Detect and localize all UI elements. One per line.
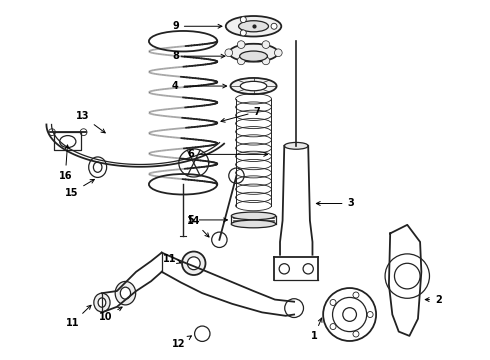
Circle shape bbox=[237, 41, 245, 49]
Ellipse shape bbox=[284, 143, 308, 149]
Circle shape bbox=[303, 264, 313, 274]
Circle shape bbox=[237, 57, 245, 65]
Text: 11: 11 bbox=[163, 254, 181, 264]
Text: 5: 5 bbox=[187, 215, 227, 225]
Ellipse shape bbox=[231, 212, 276, 220]
Ellipse shape bbox=[230, 78, 276, 94]
Text: 11: 11 bbox=[66, 305, 91, 328]
Text: 7: 7 bbox=[221, 107, 260, 122]
Circle shape bbox=[262, 57, 270, 65]
Ellipse shape bbox=[226, 16, 281, 36]
Circle shape bbox=[271, 23, 277, 29]
Text: 13: 13 bbox=[75, 111, 105, 133]
Ellipse shape bbox=[187, 257, 200, 270]
Circle shape bbox=[240, 30, 246, 36]
Text: 9: 9 bbox=[172, 21, 222, 31]
Text: 10: 10 bbox=[99, 307, 122, 321]
Text: 14: 14 bbox=[187, 216, 209, 237]
Ellipse shape bbox=[239, 21, 269, 32]
Circle shape bbox=[240, 17, 246, 23]
Ellipse shape bbox=[94, 293, 110, 312]
Ellipse shape bbox=[240, 81, 267, 91]
Text: 12: 12 bbox=[172, 336, 192, 350]
Text: 8: 8 bbox=[172, 51, 225, 61]
Text: 1: 1 bbox=[311, 318, 322, 341]
Ellipse shape bbox=[98, 298, 106, 307]
Circle shape bbox=[262, 41, 270, 49]
Ellipse shape bbox=[231, 220, 276, 228]
Text: 2: 2 bbox=[425, 294, 442, 305]
Ellipse shape bbox=[121, 287, 130, 299]
Text: 6: 6 bbox=[187, 149, 268, 159]
Ellipse shape bbox=[229, 44, 278, 62]
Circle shape bbox=[274, 49, 282, 57]
Text: 16: 16 bbox=[58, 145, 72, 181]
Circle shape bbox=[225, 49, 233, 57]
Text: 3: 3 bbox=[317, 198, 354, 208]
Ellipse shape bbox=[115, 282, 136, 305]
Ellipse shape bbox=[182, 252, 205, 275]
Text: 15: 15 bbox=[65, 179, 95, 198]
Ellipse shape bbox=[240, 51, 268, 61]
Circle shape bbox=[279, 264, 290, 274]
Text: 4: 4 bbox=[172, 81, 226, 91]
